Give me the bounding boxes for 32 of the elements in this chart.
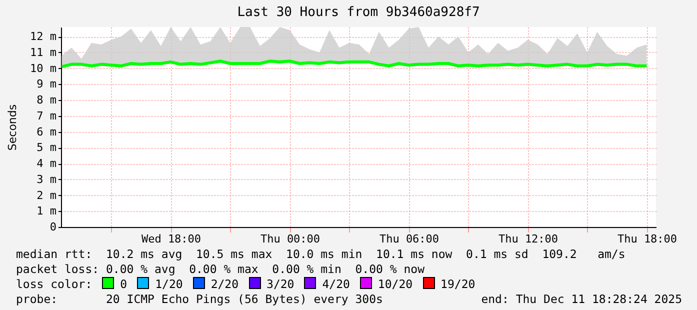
legend-title: loss color:: [16, 277, 92, 291]
x-tick-label: Thu 00:00: [260, 232, 320, 246]
legend-label: 0: [120, 277, 128, 291]
x-tick-label: Thu 18:00: [617, 232, 678, 246]
y-tick-label: 0: [50, 220, 56, 234]
y-tick-label: 4 m: [36, 157, 57, 170]
y-tick-label: 6 m: [36, 125, 57, 138]
legend-label: 10/20: [378, 277, 413, 291]
y-tick-label: 5 m: [36, 141, 57, 154]
y-tick-label: 3 m: [36, 172, 57, 186]
text: packet loss: 0.00 % avg 0.00 % max 0.00 % min 0.00 % now: [16, 262, 426, 277]
y-tick-label: 1 m: [36, 204, 57, 218]
legend-label: 19/20: [440, 277, 476, 291]
chart-title: Last 30 Hours from 9b3460a928f7: [237, 5, 480, 20]
legend-label: 1/20: [155, 277, 183, 291]
x-tick-label: Thu 06:00: [379, 232, 440, 246]
x-tick-label: Wed 18:00: [141, 232, 202, 246]
legend-label: 3/20: [266, 277, 294, 291]
text: end: Thu Dec 11 18:28:24 2025: [481, 292, 682, 307]
y-tick-label: 10 m: [30, 62, 57, 75]
y-tick-label: 2 m: [36, 188, 57, 202]
y-tick-label: 7 m: [36, 109, 57, 122]
text: median rtt: 10.2 ms avg 10.5 ms max 10.0 ms min 10.1 ms now 0.1 ms sd 109.2 am/s: [16, 247, 626, 262]
legend-label: 2/20: [210, 277, 239, 291]
legend-label: 4/20: [322, 277, 350, 291]
y-tick-label: 11 m: [30, 46, 57, 59]
x-tick-label: Thu 12:00: [498, 232, 558, 246]
y-tick-label: 12 m: [30, 30, 57, 44]
text: probe: 20 ICMP Echo Pings (56 Bytes) every 300s: [16, 292, 383, 307]
y-tick-label: 8 m: [36, 94, 57, 107]
y-tick-label: 9 m: [36, 78, 57, 91]
y-axis-title: Seconds: [6, 104, 20, 151]
